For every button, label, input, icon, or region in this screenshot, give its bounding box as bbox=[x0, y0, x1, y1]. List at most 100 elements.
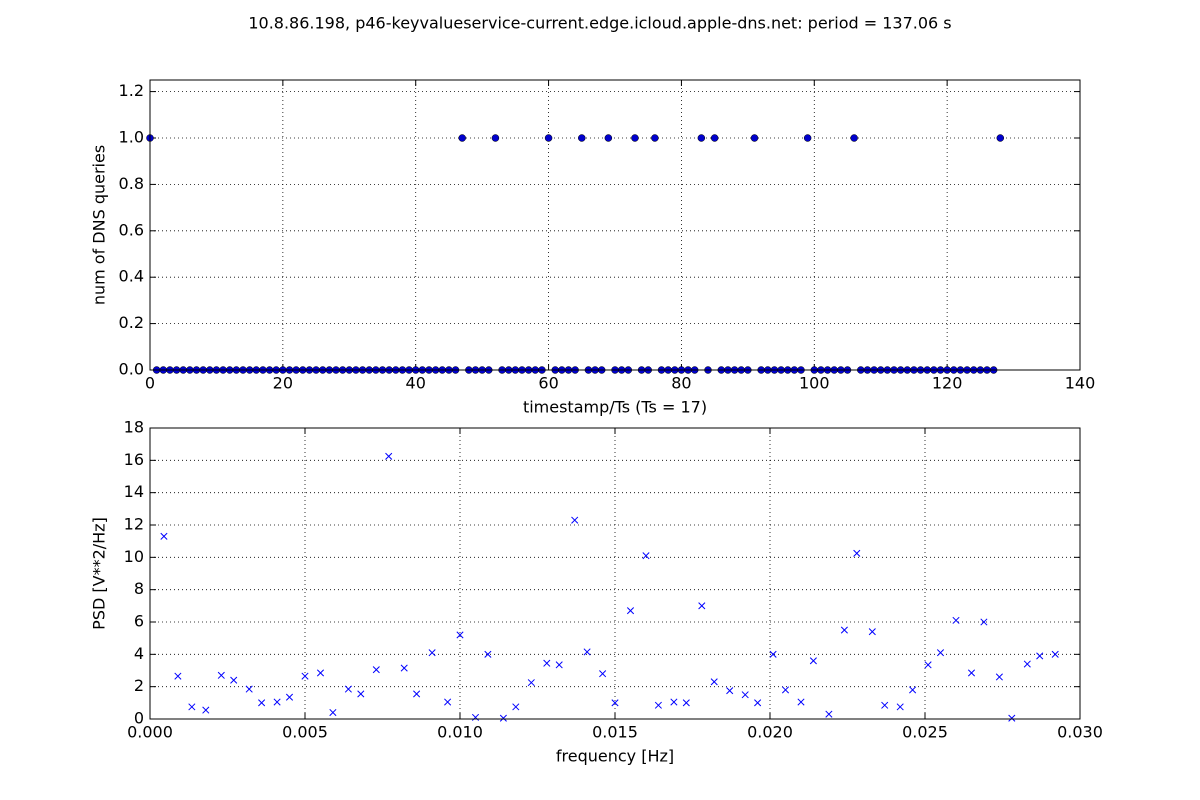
point bbox=[372, 666, 380, 674]
point bbox=[797, 698, 805, 706]
point bbox=[682, 699, 690, 707]
point bbox=[188, 703, 196, 711]
point bbox=[952, 616, 960, 624]
point bbox=[710, 678, 718, 686]
point bbox=[258, 699, 266, 707]
point bbox=[316, 669, 325, 677]
point bbox=[413, 690, 421, 698]
point bbox=[329, 708, 337, 717]
point bbox=[301, 672, 309, 680]
x-tick-label: 0 bbox=[145, 374, 155, 393]
x-tick-label: 0.000 bbox=[127, 723, 173, 742]
point bbox=[230, 676, 238, 684]
y-tick-label: 4 bbox=[134, 644, 144, 663]
point bbox=[809, 657, 817, 665]
point bbox=[995, 673, 1003, 681]
point bbox=[1023, 660, 1031, 668]
point bbox=[578, 134, 586, 142]
y-tick-label: 0.8 bbox=[119, 174, 144, 193]
figure-title: 10.8.86.198, p46-keyvalueservice-current… bbox=[248, 14, 951, 33]
y-tick-label: 10 bbox=[124, 547, 144, 566]
point bbox=[611, 699, 619, 707]
point bbox=[428, 649, 436, 657]
point bbox=[840, 626, 848, 634]
point bbox=[642, 552, 650, 560]
point bbox=[1008, 714, 1016, 722]
x-axis-label: timestamp/Ts (Ts = 17) bbox=[523, 398, 707, 417]
y-tick-label: 1.0 bbox=[119, 128, 144, 147]
point bbox=[484, 650, 492, 658]
point bbox=[544, 134, 553, 142]
point bbox=[344, 685, 352, 693]
point bbox=[1036, 652, 1044, 660]
point bbox=[698, 602, 706, 610]
point bbox=[202, 706, 210, 714]
point bbox=[491, 134, 500, 142]
x-tick-label: 20 bbox=[273, 374, 293, 393]
point bbox=[967, 669, 976, 677]
y-tick-label: 16 bbox=[124, 450, 144, 469]
point bbox=[527, 679, 535, 687]
x-tick-label: 0.030 bbox=[1057, 723, 1103, 742]
y-axis-label: PSD [V**2/Hz] bbox=[90, 517, 109, 630]
point bbox=[651, 134, 659, 142]
point bbox=[631, 134, 639, 142]
x-tick-label: 0.010 bbox=[437, 723, 483, 742]
point bbox=[160, 532, 168, 540]
point bbox=[217, 671, 225, 679]
point bbox=[456, 631, 464, 639]
y-tick-label: 0.0 bbox=[119, 360, 144, 379]
y-axis-label: num of DNS queries bbox=[90, 145, 109, 305]
point bbox=[769, 650, 777, 658]
point bbox=[555, 661, 563, 669]
point bbox=[571, 516, 579, 524]
axes-frame bbox=[149, 427, 1081, 720]
x-tick-label: 60 bbox=[538, 374, 558, 393]
point bbox=[936, 649, 945, 657]
x-tick-label: 120 bbox=[932, 374, 963, 393]
point bbox=[444, 698, 452, 706]
point bbox=[458, 134, 466, 142]
x-tick-label: 80 bbox=[671, 374, 691, 393]
point bbox=[726, 687, 734, 695]
point bbox=[909, 686, 917, 694]
point bbox=[741, 691, 749, 699]
x-tick-label: 0.025 bbox=[902, 723, 948, 742]
point bbox=[750, 134, 759, 142]
point bbox=[803, 134, 812, 142]
point bbox=[273, 698, 281, 706]
y-tick-label: 0.2 bbox=[119, 313, 144, 332]
point bbox=[583, 648, 591, 656]
point bbox=[285, 693, 294, 701]
point bbox=[357, 690, 365, 698]
x-tick-label: 40 bbox=[406, 374, 426, 393]
y-tick-label: 0 bbox=[134, 709, 144, 728]
point bbox=[512, 703, 520, 711]
point bbox=[896, 703, 904, 711]
y-tick-label: 14 bbox=[124, 482, 144, 501]
point bbox=[604, 134, 613, 142]
point bbox=[881, 701, 889, 709]
axes-frame bbox=[149, 79, 1081, 371]
point bbox=[654, 701, 662, 709]
y-tick-label: 18 bbox=[124, 418, 144, 437]
x-tick-label: 0.020 bbox=[747, 723, 793, 742]
point bbox=[670, 698, 678, 706]
x-tick-label: 0.005 bbox=[282, 723, 328, 742]
point bbox=[174, 672, 182, 680]
x-tick-label: 0.015 bbox=[592, 723, 638, 742]
x-tick-label: 140 bbox=[1065, 374, 1096, 393]
point bbox=[754, 699, 762, 707]
point bbox=[996, 134, 1005, 142]
point bbox=[781, 686, 790, 694]
point bbox=[924, 661, 932, 669]
point bbox=[385, 452, 393, 460]
x-axis-label: frequency [Hz] bbox=[556, 747, 674, 766]
x-tick-label: 100 bbox=[799, 374, 830, 393]
y-tick-label: 0.4 bbox=[119, 267, 144, 286]
point bbox=[400, 664, 408, 672]
point bbox=[626, 607, 635, 615]
point bbox=[543, 659, 551, 667]
point bbox=[697, 134, 706, 142]
